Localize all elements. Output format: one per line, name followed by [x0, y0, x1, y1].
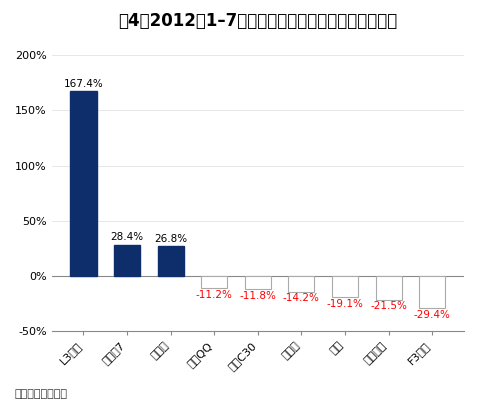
Bar: [70, 91, 96, 276]
Bar: [288, 276, 315, 291]
Text: -29.4%: -29.4%: [414, 310, 451, 320]
Bar: [376, 276, 402, 299]
Text: -11.2%: -11.2%: [196, 290, 233, 300]
Text: 28.4%: 28.4%: [111, 233, 144, 242]
Text: 来源：盖世汽车网: 来源：盖世汽车网: [14, 389, 68, 399]
Bar: [114, 245, 140, 276]
Bar: [332, 276, 358, 297]
Bar: [245, 276, 271, 289]
Text: 图4：2012年1–7月自主品牌主要的轿车销量变化情况: 图4：2012年1–7月自主品牌主要的轿车销量变化情况: [118, 12, 398, 30]
Text: 26.8%: 26.8%: [154, 234, 187, 244]
Text: -21.5%: -21.5%: [370, 301, 407, 311]
Bar: [201, 276, 228, 288]
Bar: [419, 276, 445, 308]
Text: -14.2%: -14.2%: [283, 293, 320, 303]
Text: -11.8%: -11.8%: [240, 291, 276, 301]
Text: -19.1%: -19.1%: [327, 299, 364, 309]
Bar: [158, 246, 184, 276]
Text: 167.4%: 167.4%: [64, 79, 103, 89]
